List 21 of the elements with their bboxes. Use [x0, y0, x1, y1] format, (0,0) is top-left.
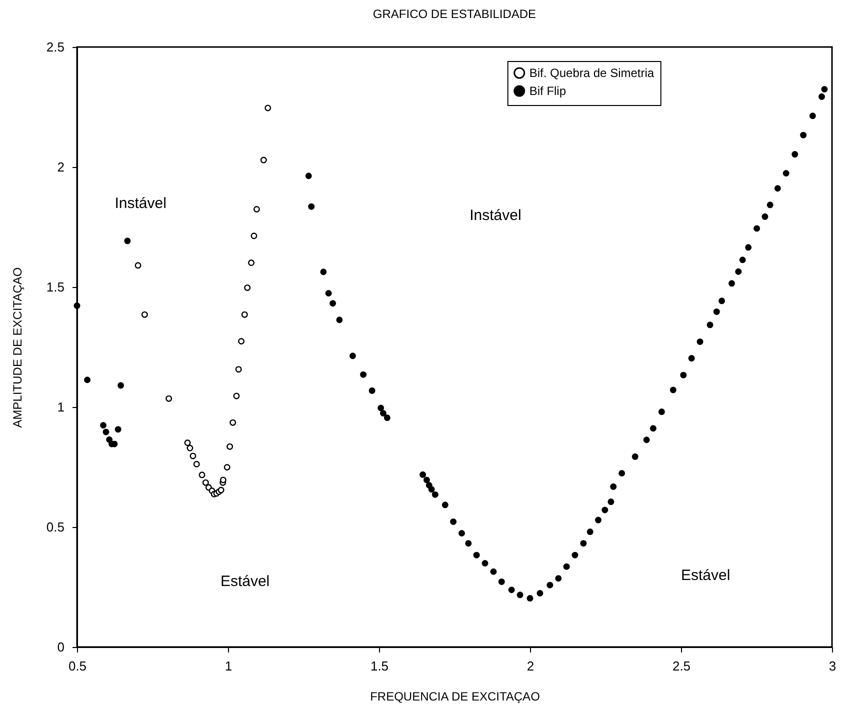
x-tick-label: 1	[224, 658, 232, 674]
y-tick-label: 1	[57, 400, 64, 414]
y-tick-label: 2.5	[46, 40, 64, 54]
y-tick-label: 0.5	[46, 520, 64, 534]
chart-title: GRAFICO DE ESTABILIDADE	[372, 7, 536, 21]
x-tick-label: 2.5	[672, 658, 691, 674]
legend-label: Bif Flip	[529, 84, 566, 98]
x-axis-title: FREQUENCIA DE EXCITAÇAO	[370, 690, 540, 704]
legend-label: Bif. Quebra de Simetria	[529, 66, 654, 80]
y-axis-title: AMPLITUDE DE EXCITAÇAO	[10, 267, 24, 428]
annotation: Estável	[681, 567, 730, 584]
x-tick-label: 1.5	[370, 658, 389, 674]
y-tick-label: 2	[57, 160, 64, 174]
x-tick-label: 3	[828, 658, 836, 674]
annotation: Estável	[220, 573, 270, 590]
x-tick-label: 0.5	[68, 658, 87, 674]
y-tick-label: 1.5	[46, 280, 64, 294]
annotation: Instável	[470, 207, 522, 224]
x-tick-label: 2	[526, 658, 534, 674]
annotation: Instável	[114, 195, 166, 212]
y-tick-label: 0	[57, 640, 64, 654]
